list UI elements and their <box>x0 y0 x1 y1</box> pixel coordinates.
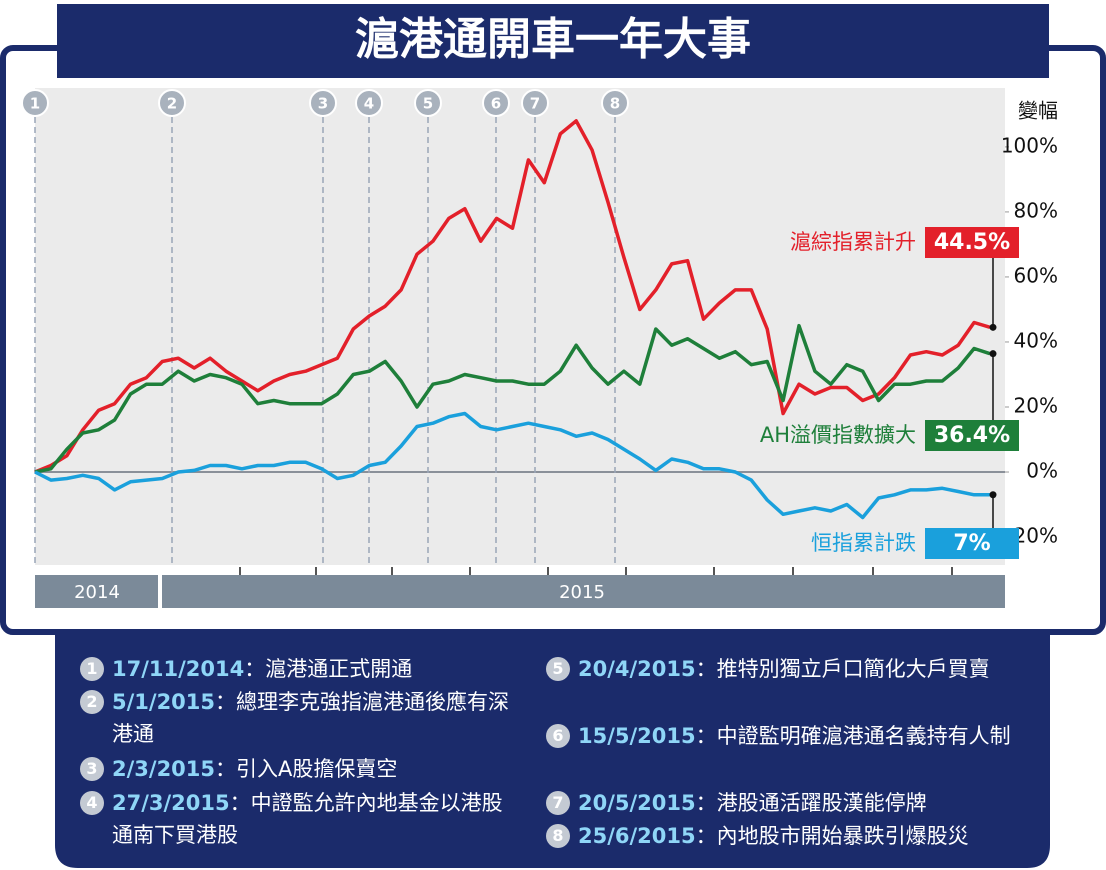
event-marker-label: 7 <box>530 95 540 113</box>
event-marker <box>21 89 49 117</box>
event-date: 5/1/2015 <box>112 690 216 714</box>
event-marker <box>355 89 383 117</box>
series-line <box>34 411 990 520</box>
event-marker-label: 8 <box>610 95 620 113</box>
event-marker-label: 3 <box>318 95 328 113</box>
plot-background <box>35 88 1005 565</box>
event-number: 5 <box>546 657 570 681</box>
value-label: 36.4% <box>934 423 1010 448</box>
event-date: 2/3/2015 <box>112 757 216 781</box>
events-panel <box>55 632 1050 868</box>
event-item: 7 20/5/2015：港股通活躍股漢能停牌 <box>546 787 1028 819</box>
value-badge <box>925 420 1019 451</box>
event-item: 4 27/3/2015：中證監允許內地基金以港股通南下買港股 <box>80 787 522 851</box>
event-text: ：推特別獨立戶口簡化大戶買賣 <box>695 657 990 681</box>
event-text: ：港股通活躍股漢能停牌 <box>695 791 927 815</box>
event-text: ：中證監明確滬港通名義持有人制 <box>695 724 1011 748</box>
event-date: 25/6/2015 <box>578 824 696 848</box>
value-label: 44.5% <box>934 230 1010 255</box>
event-date: 15/5/2015 <box>578 724 696 748</box>
title: 滬港通開車一年大事 <box>355 14 751 65</box>
year-divider <box>158 575 162 608</box>
series-name: AH溢價指數擴大 <box>760 423 916 447</box>
y-tick-label: 0% <box>1026 459 1058 483</box>
event-item: 2 5/1/2015：總理李克強指滬港通後應有深港通 <box>80 686 522 750</box>
event-number: 8 <box>546 824 570 848</box>
series-line <box>34 119 991 474</box>
event-text: ：引入A股擔保賣空 <box>215 757 398 781</box>
event-number: 1 <box>80 657 104 681</box>
title-bar <box>57 4 1049 78</box>
event-marker-label: 5 <box>423 95 433 113</box>
event-marker-label: 2 <box>167 95 177 113</box>
y-axis-title: 變幅 <box>1018 99 1058 123</box>
event-number: 6 <box>546 724 570 748</box>
series-name: 滬綜指累計升 <box>790 230 916 254</box>
value-label: 7% <box>953 531 990 556</box>
event-item: 6 15/5/2015：中證監明確滬港通名義持有人制 <box>546 720 1028 752</box>
event-marker <box>521 89 549 117</box>
period-label: 2015 <box>559 582 605 603</box>
event-number: 4 <box>80 791 104 815</box>
event-marker <box>309 89 337 117</box>
y-tick-label: 80% <box>1014 198 1058 222</box>
event-date: 27/3/2015 <box>112 791 230 815</box>
event-text: ：中證監允許內地基金以港股通南下買港股 <box>112 791 503 847</box>
event-marker <box>601 89 629 117</box>
end-dot <box>989 350 997 358</box>
event-marker <box>158 89 186 117</box>
event-item: 5 20/4/2015：推特別獨立戶口簡化大戶買賣 <box>546 653 1028 685</box>
series-line <box>34 323 991 474</box>
end-dot <box>989 323 997 331</box>
end-dot <box>989 491 997 499</box>
event-item: 3 2/3/2015：引入A股擔保賣空 <box>80 753 522 785</box>
event-text: ：滬港通正式開通 <box>244 657 413 681</box>
y-tick-label: 60% <box>1014 263 1058 287</box>
event-text: ：總理李克強指滬港通後應有深港通 <box>112 690 510 746</box>
event-number: 7 <box>546 791 570 815</box>
event-marker <box>414 89 442 117</box>
event-item: 1 17/11/2014：滬港通正式開通 <box>80 653 522 685</box>
event-text: ：內地股市開始暴跌引爆股災 <box>695 824 969 848</box>
value-badge <box>925 227 1019 258</box>
event-marker-label: 1 <box>30 95 40 113</box>
event-number: 3 <box>80 757 104 781</box>
value-badge <box>925 528 1019 559</box>
event-marker <box>482 89 510 117</box>
event-marker-label: 6 <box>491 95 501 113</box>
event-item: 8 25/6/2015：內地股市開始暴跌引爆股災 <box>546 820 1028 852</box>
event-date: 20/5/2015 <box>578 791 696 815</box>
period-label: 2014 <box>74 582 120 603</box>
event-date: 20/4/2015 <box>578 657 696 681</box>
event-marker-label: 4 <box>364 95 374 113</box>
event-date: 17/11/2014 <box>112 657 245 681</box>
event-number: 2 <box>80 690 104 714</box>
timeline-bar <box>35 575 1005 608</box>
y-tick-label: 40% <box>1014 328 1058 352</box>
series-name: 恒指累計跌 <box>811 531 916 555</box>
y-tick-label: 20% <box>1014 393 1058 417</box>
y-tick-label: 100% <box>1001 133 1058 157</box>
